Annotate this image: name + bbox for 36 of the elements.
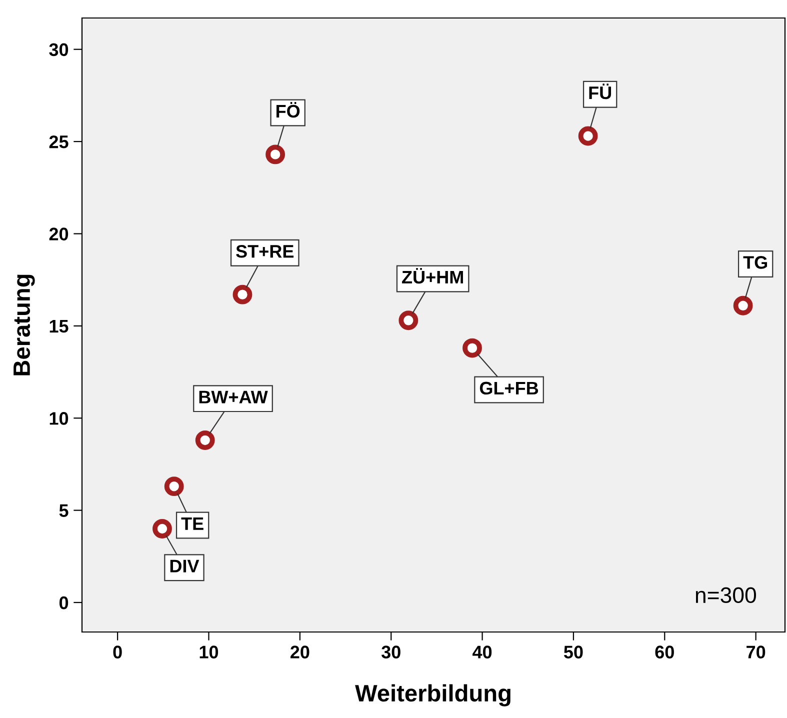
- annotation: n=300: [696, 587, 756, 604]
- point: [152, 519, 172, 538]
- x-tick-label: 50: [564, 646, 583, 658]
- point: [462, 338, 482, 358]
- point: [266, 144, 286, 164]
- x-axis-title: Weiterbildung: [355, 684, 510, 706]
- annotation: GL+FB: [480, 382, 538, 395]
- annotation: TE: [181, 517, 204, 530]
- y-tick-label: 5: [59, 504, 68, 518]
- annotation: ZÜ+HM: [402, 268, 463, 284]
- y-tick-label: 10: [50, 412, 68, 425]
- point: [733, 296, 753, 316]
- x-tick-label: 20: [290, 646, 310, 658]
- annotation: ST+RE: [236, 244, 294, 258]
- point: [578, 126, 598, 146]
- annotation: FÖ: [276, 102, 300, 118]
- annotation: BW+AW: [199, 390, 268, 404]
- y-tick-label: 30: [49, 43, 68, 56]
- annotation: FÜ: [589, 84, 612, 100]
- y-tick-label: 0: [59, 596, 68, 610]
- x-tick-label: 30: [381, 646, 400, 658]
- point: [232, 284, 252, 304]
- y-tick-label: 25: [49, 135, 68, 148]
- y-tick-label: 20: [49, 228, 68, 240]
- x-tick-label: 40: [472, 646, 492, 658]
- x-tick-label: 10: [200, 646, 218, 658]
- y-axis-title: Beratung: [14, 274, 35, 376]
- annotation: DIV: [170, 560, 200, 572]
- point: [195, 430, 215, 450]
- y-tick-label: 15: [50, 320, 68, 333]
- x-tick-label: 60: [655, 646, 674, 658]
- annotation: TG: [743, 256, 768, 269]
- x-tick-label: 70: [746, 646, 766, 658]
- point: [164, 476, 184, 496]
- x-tick-label: 0: [113, 646, 122, 658]
- point: [398, 310, 418, 330]
